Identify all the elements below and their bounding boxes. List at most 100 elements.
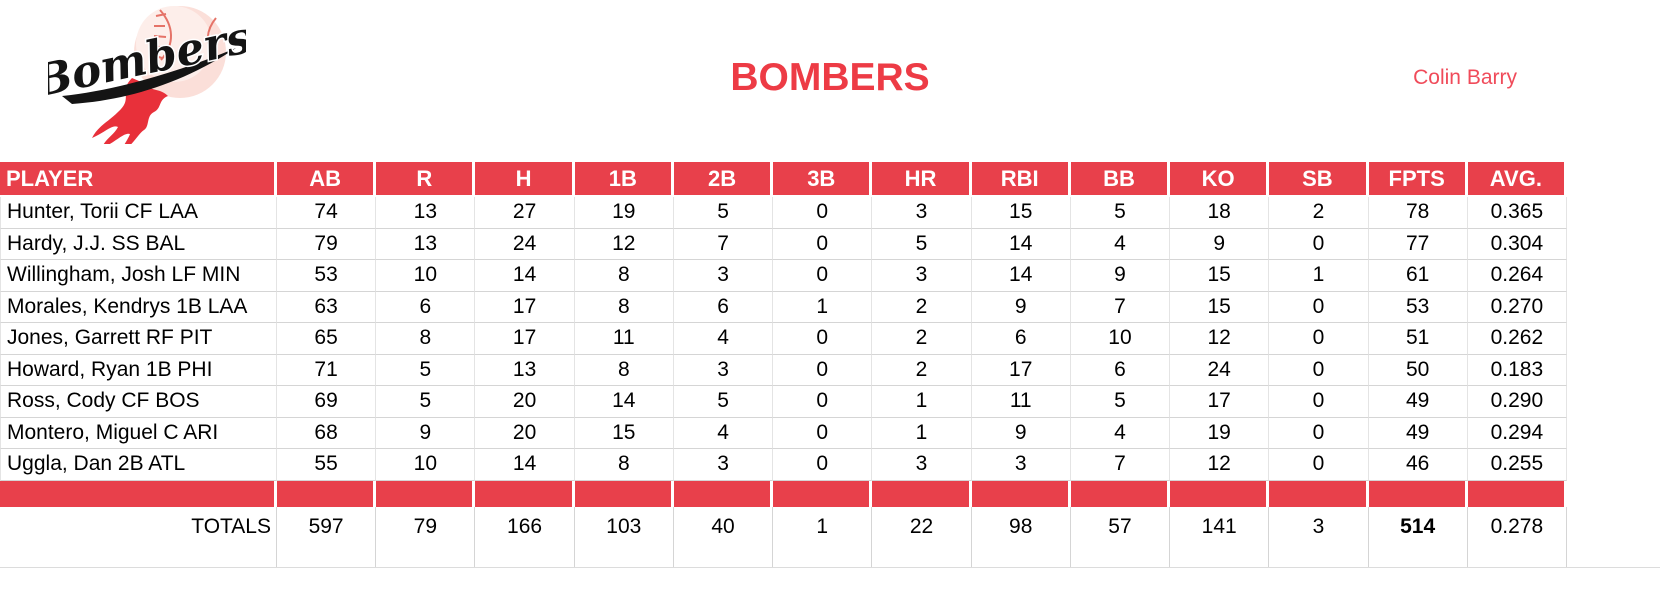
stat-cell: 0 xyxy=(773,260,873,292)
stat-cell: 3 xyxy=(872,260,972,292)
stat-cell: 1 xyxy=(773,291,873,323)
stat-cell: 53 xyxy=(277,260,377,292)
stat-cell: 1 xyxy=(872,417,972,449)
stat-cell: 55 xyxy=(277,449,377,481)
divider-cell xyxy=(971,480,1071,507)
stat-cell: 5 xyxy=(376,386,476,418)
team-logo: Bombers xyxy=(27,4,257,152)
player-name-cell: Hunter, Torii CF LAA xyxy=(0,197,277,229)
stat-cell: 79 xyxy=(277,228,377,260)
stat-cell: 50 xyxy=(1368,354,1468,386)
column-header-1b: 1B xyxy=(574,162,674,195)
column-header-sb: SB xyxy=(1269,162,1369,195)
flame-graphic xyxy=(92,78,168,152)
total-stat-cell: 79 xyxy=(376,506,476,567)
stat-cell: 3 xyxy=(872,449,972,481)
stat-cell: 13 xyxy=(376,228,476,260)
total-stat-cell: 1 xyxy=(773,506,873,567)
stat-cell: 24 xyxy=(475,228,575,260)
total-stat-cell: 0.278 xyxy=(1467,506,1567,567)
divider-row xyxy=(0,480,1567,507)
stat-cell: 8 xyxy=(574,260,674,292)
stat-cell: 12 xyxy=(574,228,674,260)
player-name-cell: Uggla, Dan 2B ATL xyxy=(0,449,277,481)
column-header-avg: AVG. xyxy=(1467,162,1567,195)
owner-name: Colin Barry xyxy=(1413,66,1517,89)
divider-cell xyxy=(376,480,476,507)
stat-cell: 49 xyxy=(1368,417,1468,449)
totals-label: TOTALS xyxy=(0,506,277,567)
divider-cell xyxy=(1269,480,1369,507)
stat-cell: 15 xyxy=(971,197,1071,229)
total-stat-cell: 98 xyxy=(971,506,1071,567)
stat-cell: 2 xyxy=(872,354,972,386)
stat-cell: 7 xyxy=(673,228,774,260)
divider-cell xyxy=(673,480,774,507)
column-header-fpts: FPTS xyxy=(1368,162,1468,195)
stat-cell: 0 xyxy=(1269,354,1369,386)
stat-cell: 8 xyxy=(574,354,674,386)
stat-cell: 17 xyxy=(971,354,1071,386)
stat-cell: 0 xyxy=(773,197,873,229)
stat-cell: 0.183 xyxy=(1467,354,1567,386)
stat-cell: 0.255 xyxy=(1467,449,1567,481)
stat-cell: 5 xyxy=(872,228,972,260)
stat-cell: 7 xyxy=(1070,449,1171,481)
stat-cell: 1 xyxy=(872,386,972,418)
stat-cell: 0.262 xyxy=(1467,323,1567,355)
divider-cell xyxy=(475,480,575,507)
stat-cell: 9 xyxy=(971,417,1071,449)
stat-cell: 4 xyxy=(673,323,774,355)
stat-cell: 10 xyxy=(376,260,476,292)
stat-cell: 12 xyxy=(1170,323,1270,355)
stat-cell: 14 xyxy=(475,449,575,481)
stat-cell: 4 xyxy=(1070,417,1171,449)
stat-cell: 4 xyxy=(1070,228,1171,260)
player-row: Jones, Garrett RF PIT 65 8 17 11 4 0 2 6 10 12 0 51 0… xyxy=(0,323,1567,355)
stat-cell: 7 xyxy=(1070,291,1171,323)
stat-cell: 4 xyxy=(673,417,774,449)
stat-cell: 19 xyxy=(1170,417,1270,449)
stat-cell: 24 xyxy=(1170,354,1270,386)
stat-cell: 5 xyxy=(673,386,774,418)
report-header: Bombers BOMBERS Colin Barry xyxy=(0,0,1660,162)
stat-cell: 3 xyxy=(971,449,1071,481)
total-stat-cell: 40 xyxy=(673,506,774,567)
stat-cell: 0 xyxy=(773,417,873,449)
player-row: Ross, Cody CF BOS 69 5 20 14 5 0 1 11 5 17 0 49 0.290 xyxy=(0,386,1567,418)
stat-cell: 51 xyxy=(1368,323,1468,355)
player-name-cell: Morales, Kendrys 1B LAA xyxy=(0,291,277,323)
player-row: Hunter, Torii CF LAA 74 13 27 19 5 0 3 15 5 18 2 78 0… xyxy=(0,197,1567,229)
column-header-hr: HR xyxy=(872,162,972,195)
bottom-gridline xyxy=(0,567,1660,568)
totals-row: TOTALS 597 79 166 103 40 1 22 98 57 141 3 514 0.278 xyxy=(0,506,1567,567)
stat-cell: 74 xyxy=(277,197,377,229)
total-stat-cell: 57 xyxy=(1070,506,1171,567)
player-name-cell: Ross, Cody CF BOS xyxy=(0,386,277,418)
divider-cell xyxy=(0,480,277,507)
stat-cell: 17 xyxy=(1170,386,1270,418)
player-name-cell: Willingham, Josh LF MIN xyxy=(0,260,277,292)
player-row: Hardy, J.J. SS BAL 79 13 24 12 7 0 5 14 4 9 0 77 0.30… xyxy=(0,228,1567,260)
stat-cell: 3 xyxy=(673,354,774,386)
stat-cell: 20 xyxy=(475,386,575,418)
stat-cell: 0.294 xyxy=(1467,417,1567,449)
stat-cell: 69 xyxy=(277,386,377,418)
stat-cell: 9 xyxy=(1070,260,1171,292)
stat-cell: 0 xyxy=(1269,291,1369,323)
baseball-stitches-icon xyxy=(151,9,217,61)
stat-cell: 8 xyxy=(574,449,674,481)
stat-cell: 2 xyxy=(872,291,972,323)
stat-cell: 0 xyxy=(1269,386,1369,418)
stat-cell: 15 xyxy=(1170,291,1270,323)
stat-cell: 9 xyxy=(376,417,476,449)
stat-cell: 3 xyxy=(872,197,972,229)
player-name-cell: Hardy, J.J. SS BAL xyxy=(0,228,277,260)
divider-cell xyxy=(872,480,972,507)
stat-cell: 15 xyxy=(574,417,674,449)
stat-cell: 11 xyxy=(971,386,1071,418)
divider-cell xyxy=(277,480,377,507)
stat-cell: 0 xyxy=(773,386,873,418)
player-name-cell: Howard, Ryan 1B PHI xyxy=(0,354,277,386)
stat-cell: 13 xyxy=(475,354,575,386)
